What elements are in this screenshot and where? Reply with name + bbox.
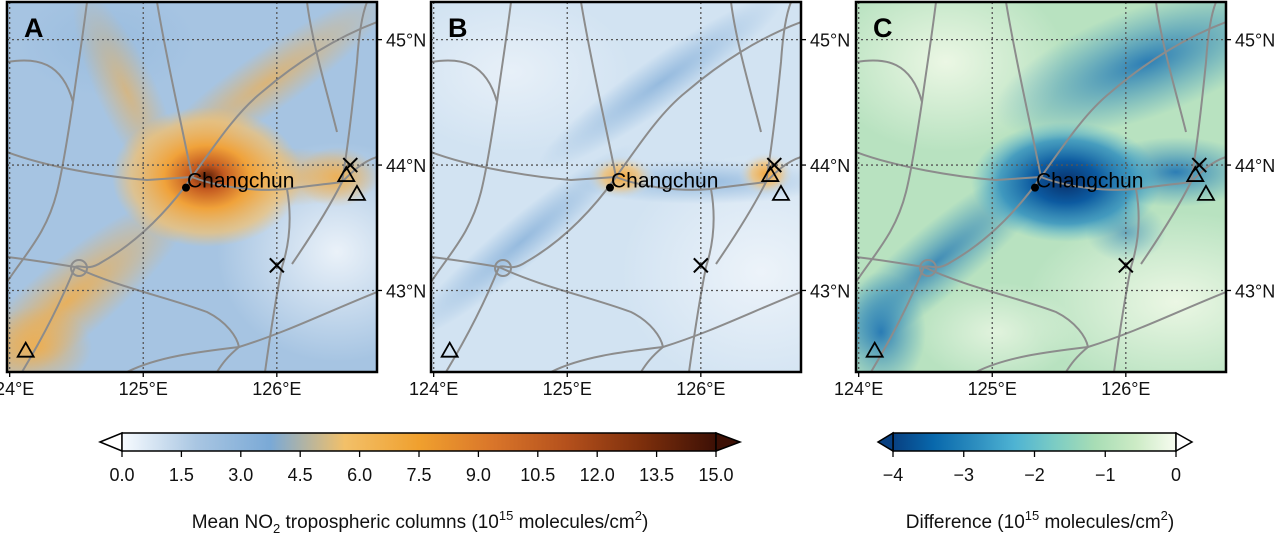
colorbar-no2-tick-label: 9.0	[466, 465, 491, 485]
panel-b	[431, 2, 801, 372]
y-tick-label: 43°N	[386, 281, 426, 301]
colorbar-difference-tick-label: −1	[1095, 465, 1116, 485]
panel-c	[856, 2, 1226, 372]
colorbar-difference: −4 −3 −2 −1 0 Difference (1015 molecules/cm2…	[876, 431, 1194, 533]
colorbar-no2-tick-label: 6.0	[347, 465, 372, 485]
site-cross-marker	[269, 257, 285, 274]
x-tick-label: 125°E	[119, 379, 168, 399]
panel-a	[7, 2, 377, 372]
colorbar-difference-bar	[892, 432, 1177, 452]
city-marker	[1030, 183, 1039, 192]
station-triangle-marker	[771, 184, 791, 201]
city-label: Changchun	[1036, 170, 1143, 193]
colorbar-no2-tick-label: 13.5	[639, 465, 674, 485]
colorbar-no2-under-arrow	[98, 431, 123, 453]
colorbar-no2-over-arrow	[715, 431, 743, 453]
panel-frame	[5, 0, 379, 374]
panel-letter: C	[873, 13, 893, 43]
station-triangle-marker	[1185, 165, 1205, 182]
station-triangle-marker	[440, 340, 460, 358]
colorbar-no2-tick-label: 0.0	[109, 465, 134, 485]
city-label: Changchun	[611, 170, 718, 193]
panel-letter: B	[448, 13, 468, 43]
station-triangle-marker	[865, 340, 885, 358]
colorbar-difference-tick-label: −3	[953, 465, 974, 485]
colorbar-no2-tick-label: 3.0	[228, 465, 253, 485]
panel-frame	[854, 0, 1228, 374]
y-tick-label: 43°N	[1235, 281, 1275, 301]
site-cross-marker	[1118, 257, 1134, 274]
colorbar-difference-tick-label: −4	[883, 465, 904, 485]
site-cross-marker	[766, 157, 782, 173]
panel-overlay-b: Changchun B 124°E 125°E 126°E 45°N 44°N 43°N	[409, 0, 850, 399]
colorbar-difference-tick-label: 0	[1171, 465, 1181, 485]
station-triangle-marker	[347, 184, 367, 201]
x-tick-label: 124°E	[409, 379, 458, 399]
y-tick-label: 45°N	[386, 31, 426, 51]
colorbar-no2-tick-label: 4.5	[288, 465, 313, 485]
colorbar-no2-tick-label: 12.0	[580, 465, 615, 485]
site-cross-marker	[342, 157, 358, 173]
y-tick-label: 45°N	[1235, 31, 1275, 51]
x-tick-label: 126°E	[252, 379, 301, 399]
colorbar-difference-under-arrow	[876, 431, 894, 453]
x-tick-label: 126°E	[676, 379, 725, 399]
colorbar-difference-over-arrow	[1175, 431, 1194, 453]
colorbar-no2: 0.0 1.5 3.0 4.5 6.0 7.5 9.0 10.5 12.0 13.5 15.0 Me…	[98, 431, 743, 536]
station-triangle-marker	[1196, 184, 1216, 201]
station-triangle-marker	[16, 340, 36, 358]
y-tick-label: 44°N	[1235, 156, 1275, 176]
colorbar-difference-label: Difference (1015 molecules/cm2)	[906, 508, 1174, 533]
panel-overlay-a: Changchun A 124°E 125°E 126°E 45°N 44°N 43°N	[0, 0, 426, 399]
x-tick-label: 125°E	[543, 379, 592, 399]
x-tick-label: 124°E	[0, 379, 34, 399]
y-tick-label: 43°N	[810, 281, 850, 301]
panel-overlay-c: Changchun C 124°E 125°E 126°E 45°N 44°N 43°N	[834, 0, 1275, 399]
colorbar-no2-bar	[121, 432, 717, 452]
y-tick-label: 44°N	[810, 156, 850, 176]
station-triangle-marker	[336, 165, 356, 182]
site-cross-marker	[1191, 157, 1207, 173]
x-tick-label: 126°E	[1101, 379, 1150, 399]
colorbar-no2-tick-label: 1.5	[169, 465, 194, 485]
city-marker	[181, 183, 190, 192]
panel-letter: A	[24, 13, 44, 43]
colorbar-no2-tick-label: 10.5	[520, 465, 555, 485]
x-tick-label: 124°E	[834, 379, 883, 399]
colorbar-no2-label: Mean NO2 tropospheric columns (1015 mole…	[192, 508, 649, 536]
y-tick-label: 45°N	[810, 31, 850, 51]
city-marker	[605, 183, 614, 192]
city-label: Changchun	[187, 170, 294, 193]
colorbar-difference-tick-label: −2	[1024, 465, 1045, 485]
panel-frame	[429, 0, 803, 374]
site-cross-marker	[693, 257, 709, 274]
station-triangle-marker	[760, 165, 780, 182]
colorbar-no2-tick-label: 7.5	[406, 465, 431, 485]
x-tick-label: 125°E	[968, 379, 1017, 399]
y-tick-label: 44°N	[386, 156, 426, 176]
colorbar-no2-tick-label: 15.0	[698, 465, 733, 485]
